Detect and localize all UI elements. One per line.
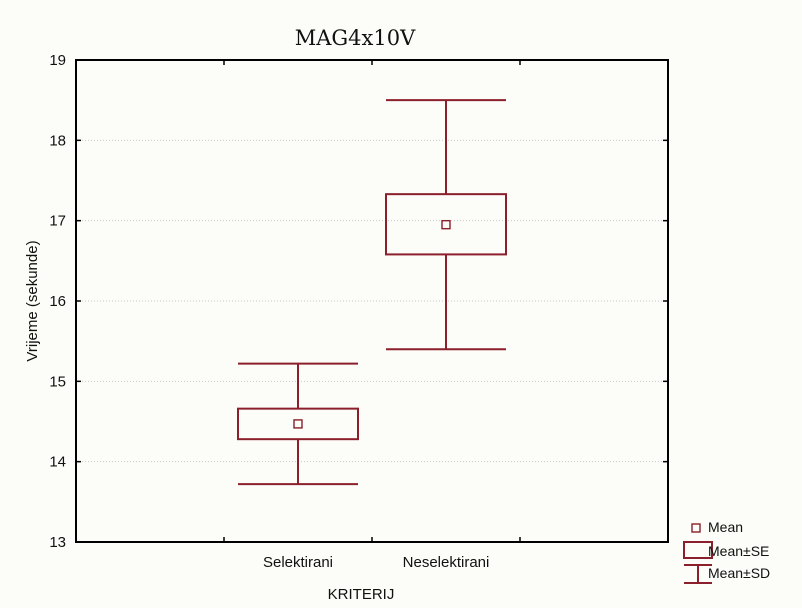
x-axis-label: KRITERIJ [328, 586, 395, 603]
y-tick-label: 14 [49, 454, 66, 471]
x-tick-label-0: Selektirani [263, 554, 333, 571]
plot-frame [75, 59, 669, 543]
y-tick-label: 18 [49, 132, 66, 149]
chart-title: MAG4x10V [295, 26, 416, 50]
gridlines [76, 139, 668, 463]
legend-mean-swatch [691, 523, 701, 533]
y-tick-label: 16 [49, 293, 66, 310]
se-box-1 [385, 193, 507, 256]
chart-marks [237, 99, 507, 486]
y-tick-label: 17 [49, 213, 66, 230]
legend-mean-label: Mean [708, 519, 743, 535]
mean-point-1 [441, 219, 451, 230]
legend-sd-label: Mean±SD [708, 565, 770, 581]
se-box-0 [237, 407, 359, 441]
axis-ticks: 13 14 15 16 17 18 19 Selektirani Neselektirani [49, 52, 668, 571]
legend-se-label: Mean±SE [708, 543, 769, 559]
legend: Mean Mean±SE Mean±SD [683, 519, 770, 584]
legend-se-swatch [683, 541, 713, 559]
y-tick-label: 13 [49, 534, 66, 551]
x-tick-label-1: Neselektirani [403, 554, 490, 571]
y-tick-label: 19 [49, 52, 66, 69]
y-tick-label: 15 [49, 373, 66, 390]
y-axis-label: Vrijeme (sekunde) [24, 240, 41, 361]
mean-point-0 [293, 419, 303, 429]
